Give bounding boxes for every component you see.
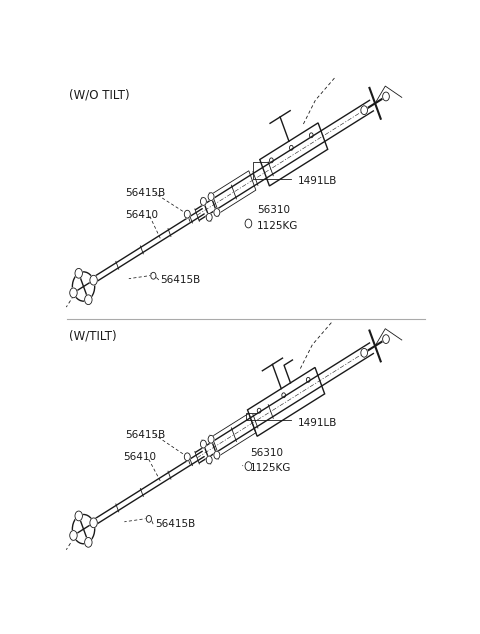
Circle shape (214, 451, 220, 459)
Text: (W/TILT): (W/TILT) (69, 330, 117, 343)
Circle shape (201, 440, 206, 448)
Circle shape (75, 511, 83, 521)
Circle shape (84, 295, 92, 304)
Circle shape (90, 518, 97, 527)
Text: 1125KG: 1125KG (257, 221, 299, 231)
Text: 56410: 56410 (125, 210, 158, 220)
Circle shape (214, 209, 220, 216)
Text: 1491LB: 1491LB (298, 176, 337, 186)
Circle shape (383, 335, 389, 344)
Circle shape (90, 275, 97, 285)
Text: (W/O TILT): (W/O TILT) (69, 88, 130, 101)
Circle shape (70, 288, 77, 298)
Circle shape (208, 436, 214, 443)
Circle shape (72, 272, 95, 301)
Circle shape (208, 193, 214, 200)
Text: 1491LB: 1491LB (298, 418, 337, 428)
Circle shape (84, 538, 92, 547)
Text: 56415B: 56415B (125, 430, 165, 440)
Circle shape (151, 273, 156, 279)
Circle shape (146, 515, 152, 522)
Circle shape (184, 210, 190, 218)
Text: 56415B: 56415B (155, 519, 195, 529)
Circle shape (201, 198, 206, 205)
Text: 56415B: 56415B (125, 188, 165, 198)
Circle shape (70, 531, 77, 540)
Text: 56310: 56310 (257, 205, 290, 215)
Circle shape (245, 219, 252, 228)
Circle shape (206, 214, 212, 221)
Circle shape (206, 456, 212, 464)
Text: 1125KG: 1125KG (250, 463, 291, 473)
Circle shape (245, 462, 252, 470)
Circle shape (361, 349, 368, 357)
Circle shape (383, 92, 389, 101)
Text: 56310: 56310 (250, 448, 283, 458)
Circle shape (72, 514, 95, 544)
Text: 56410: 56410 (123, 452, 156, 462)
Circle shape (361, 106, 368, 115)
Circle shape (184, 453, 190, 461)
Circle shape (75, 268, 83, 278)
Text: 56415B: 56415B (160, 275, 201, 285)
